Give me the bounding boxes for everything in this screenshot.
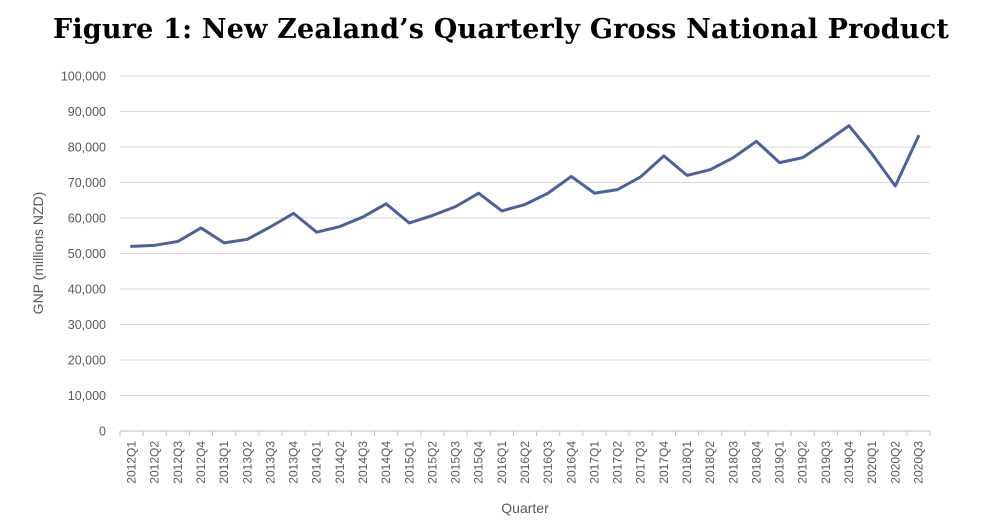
x-tick-label: 2018Q3 [726,441,740,484]
x-tick-label: 2018Q4 [749,441,763,484]
x-tick-label: 2012Q3 [171,441,185,484]
y-tick-label: 10,000 [68,389,106,403]
x-tick-label: 2017Q1 [587,441,601,484]
x-tick-label: 2015Q3 [449,441,463,484]
x-tick-label: 2012Q4 [194,441,208,484]
x-tick-label: 2012Q1 [125,441,139,484]
x-tick-label: 2013Q1 [217,441,231,484]
y-axis-label: GNP (millions NZD) [30,192,46,315]
x-tick-label: 2014Q2 [333,441,347,484]
y-tick-label: 20,000 [68,354,106,368]
x-tick-label: 2016Q2 [518,441,532,484]
x-tick-label: 2017Q3 [634,441,648,484]
x-tick-label: 2019Q1 [773,441,787,484]
y-tick-label: 40,000 [68,283,106,297]
x-tick-label: 2015Q4 [472,441,486,484]
x-axis-label: Quarter [501,500,549,516]
x-tick-label: 2017Q4 [657,441,671,484]
y-tick-label: 60,000 [68,212,106,226]
data-points [131,125,919,247]
y-tick-label: 100,000 [61,70,106,84]
y-axis-ticks: 0 10,000 20,000 30,000 40,000 50,000 60,000 70,… [61,70,106,439]
y-tick-label: 30,000 [68,318,106,332]
x-tick-label: 2015Q1 [402,441,416,484]
x-tick-label: 2020Q3 [911,441,925,484]
x-tick-label: 2016Q4 [564,441,578,484]
x-tick-label: 2014Q3 [356,441,370,484]
y-tick-label: 90,000 [68,105,106,119]
x-tick-label: 2013Q4 [287,441,301,484]
y-tick-label: 0 [99,425,106,439]
y-tick-label: 50,000 [68,247,106,261]
x-axis-ticks: 2012Q1 2012Q2 2012Q3 2012Q4 2013Q1 2013Q2 2013… [119,431,931,484]
y-tick-label: 70,000 [68,176,106,190]
x-tick-label: 2014Q4 [379,441,393,484]
chart-title: Figure 1: New Zealand’s Quarterly Gross … [52,14,950,45]
x-tick-label: 2019Q3 [819,441,833,484]
x-tick-label: 2017Q2 [611,441,625,484]
gnp-series-line [130,124,920,248]
x-tick-label: 2015Q2 [425,441,439,484]
x-tick-label: 2019Q4 [842,441,856,484]
x-tick-label: 2018Q1 [680,441,694,484]
x-tick-label: 2013Q2 [240,441,254,484]
x-tick-label: 2018Q2 [703,441,717,484]
x-tick-label: 2013Q3 [263,441,277,484]
x-tick-label: 2020Q2 [888,441,902,484]
x-tick-label: 2019Q2 [796,441,810,484]
x-tick-label: 2016Q3 [541,441,555,484]
x-tick-label: 2020Q1 [865,441,879,484]
x-tick-label: 2016Q1 [495,441,509,484]
x-tick-label: 2014Q1 [310,441,324,484]
x-tick-label: 2012Q2 [148,441,162,484]
gridlines [120,75,930,432]
y-tick-label: 80,000 [68,141,106,155]
